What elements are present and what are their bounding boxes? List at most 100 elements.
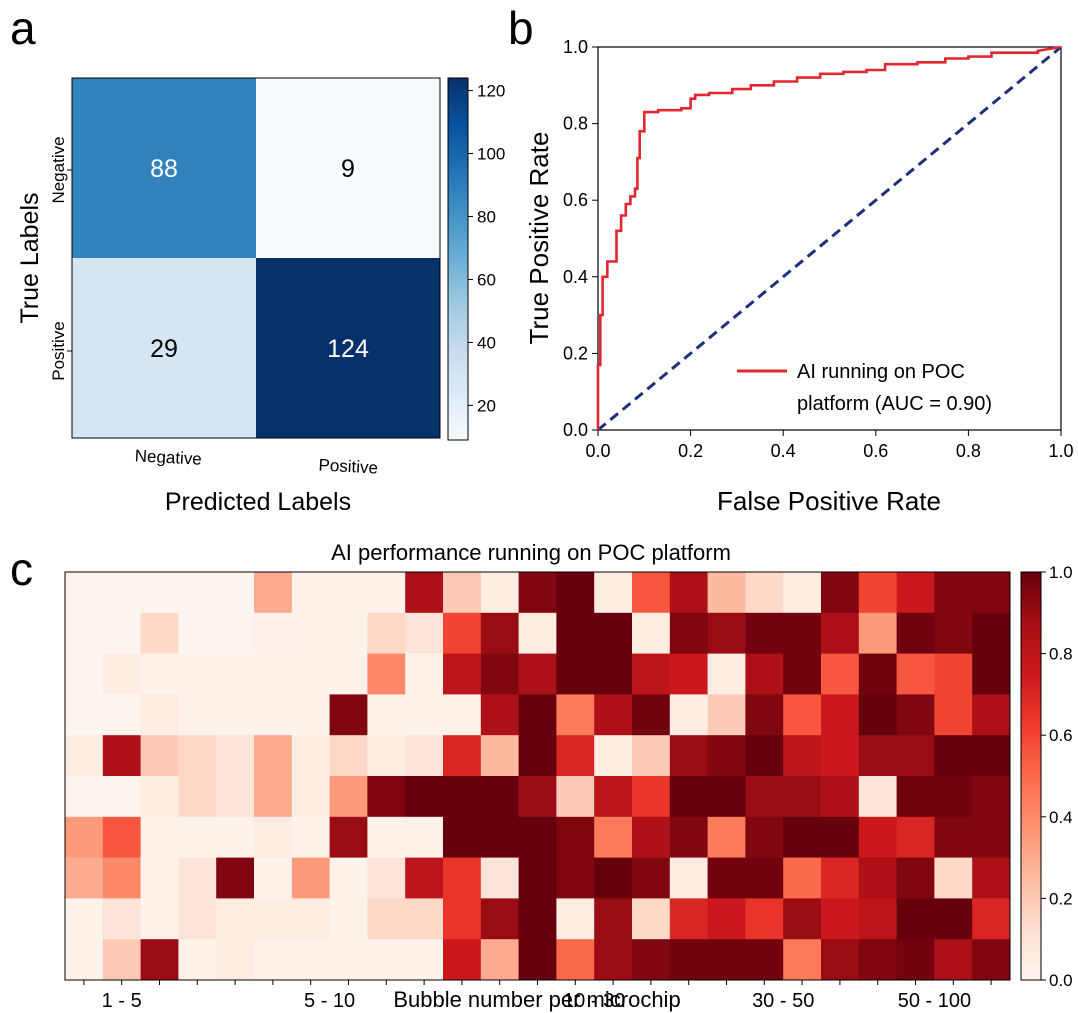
heatmap-cell xyxy=(518,776,557,818)
heatmap-cell xyxy=(669,898,708,940)
heatmap-cell xyxy=(972,735,1011,777)
cm-cell-value: 9 xyxy=(341,155,355,183)
cm-xtick-negative: Negative xyxy=(134,446,202,468)
heatmap-cell xyxy=(291,735,330,777)
heatmap-cell xyxy=(102,653,141,695)
heatmap-cell xyxy=(291,612,330,654)
heatmap-xlabel: Bubble number per microchip xyxy=(393,987,680,1012)
heatmap-cell xyxy=(367,857,406,899)
heatmap-cell xyxy=(254,612,293,654)
heatmap-cell xyxy=(669,857,708,899)
heatmap-cell xyxy=(632,816,671,858)
heatmap-cell xyxy=(669,735,708,777)
heatmap-cell xyxy=(405,612,444,654)
roc-legend-line-2: platform (AUC = 0.90) xyxy=(797,393,992,415)
heatmap-cell xyxy=(480,898,519,940)
heatmap-cell xyxy=(518,612,557,654)
heatmap-cell xyxy=(65,612,104,654)
heatmap-cell xyxy=(367,939,406,981)
roc-axis-ticks: 0.0 0.2 0.4 0.6 0.8 1.0 0.0 0.2 0.4 0.6 0.8 1.0 xyxy=(563,37,1074,461)
heatmap-cell xyxy=(65,735,104,777)
roc-ytick-label: 0.8 xyxy=(563,114,588,134)
heatmap-cell xyxy=(745,653,784,695)
heatmap-cell xyxy=(783,939,822,981)
heatmap-cell xyxy=(556,776,595,818)
heatmap-cell xyxy=(896,694,935,736)
heatmap-cell xyxy=(367,776,406,818)
heatmap-cell xyxy=(140,857,179,899)
heatmap-cell xyxy=(745,572,784,614)
heatmap-group-label: 50 - 100 xyxy=(898,990,971,1012)
cm-ylabel: True Labels xyxy=(16,192,44,323)
heatmap-cell xyxy=(367,572,406,614)
heatmap-cell xyxy=(896,939,935,981)
heatmap-cell xyxy=(896,898,935,940)
roc-lines xyxy=(596,45,1062,432)
heatmap-cell xyxy=(632,653,671,695)
heatmap-cell xyxy=(594,776,633,818)
heatmap-cell xyxy=(443,776,482,818)
heatmap-cell xyxy=(102,898,141,940)
heatmap-cell xyxy=(65,694,104,736)
heatmap-cell xyxy=(745,857,784,899)
heatmap-cell xyxy=(821,857,860,899)
roc-xlabel: False Positive Rate xyxy=(717,486,941,516)
heatmap-cell xyxy=(632,612,671,654)
heatmap-cell xyxy=(594,816,633,858)
cm-colorbar-tick-label: 60 xyxy=(477,270,496,289)
heatmap-cell xyxy=(556,694,595,736)
heatmap-cell xyxy=(178,653,217,695)
heatmap-cell xyxy=(934,735,973,777)
heatmap-cell xyxy=(178,776,217,818)
heatmap-colorbar-tick-label: 0.0 xyxy=(1049,971,1073,990)
panel-label-a: a xyxy=(10,2,36,54)
heatmap-cell xyxy=(518,898,557,940)
heatmap-cell xyxy=(821,653,860,695)
heatmap-cell xyxy=(216,572,255,614)
heatmap-cell xyxy=(254,776,293,818)
heatmap-cell xyxy=(707,572,746,614)
heatmap-cell xyxy=(707,857,746,899)
heatmap-group-label: 1 - 5 xyxy=(102,990,142,1012)
heatmap-cell xyxy=(632,857,671,899)
heatmap-cell xyxy=(556,612,595,654)
roc-xtick-label: 0.2 xyxy=(678,441,703,461)
heatmap-cell xyxy=(934,857,973,899)
heatmap-cell xyxy=(556,857,595,899)
heatmap-cell xyxy=(443,653,482,695)
roc-legend-line-1: AI running on POC xyxy=(797,361,965,383)
heatmap-cell xyxy=(480,653,519,695)
heatmap-cell xyxy=(329,653,368,695)
heatmap-cell xyxy=(669,572,708,614)
heatmap-cell xyxy=(934,694,973,736)
cm-ytick-positive: Positive xyxy=(49,321,68,381)
heatmap-cell xyxy=(405,776,444,818)
heatmap-cell xyxy=(556,898,595,940)
heatmap-cell xyxy=(896,735,935,777)
heatmap-cell xyxy=(858,857,897,899)
heatmap-cell xyxy=(405,694,444,736)
heatmap-cell xyxy=(783,653,822,695)
heatmap-cell xyxy=(858,939,897,981)
heatmap-cell xyxy=(178,939,217,981)
heatmap-cell xyxy=(972,816,1011,858)
heatmap-cell xyxy=(972,694,1011,736)
heatmap-cell xyxy=(972,776,1011,818)
heatmap-cell xyxy=(821,694,860,736)
heatmap-cell xyxy=(216,735,255,777)
heatmap-cell xyxy=(783,735,822,777)
heatmap-cell xyxy=(443,572,482,614)
heatmap-cell xyxy=(972,572,1011,614)
heatmap-cell xyxy=(745,898,784,940)
heatmap-cell xyxy=(669,653,708,695)
heatmap-cell xyxy=(632,735,671,777)
heatmap-cell xyxy=(821,939,860,981)
heatmap-cell xyxy=(405,735,444,777)
heatmap-cell xyxy=(556,816,595,858)
performance-heatmap: AI performance running on POC platform 1… xyxy=(64,540,1073,1012)
roc-curve xyxy=(596,45,1062,430)
heatmap-cell xyxy=(594,857,633,899)
heatmap-cell xyxy=(745,776,784,818)
heatmap-cell xyxy=(556,939,595,981)
heatmap-cell xyxy=(518,939,557,981)
